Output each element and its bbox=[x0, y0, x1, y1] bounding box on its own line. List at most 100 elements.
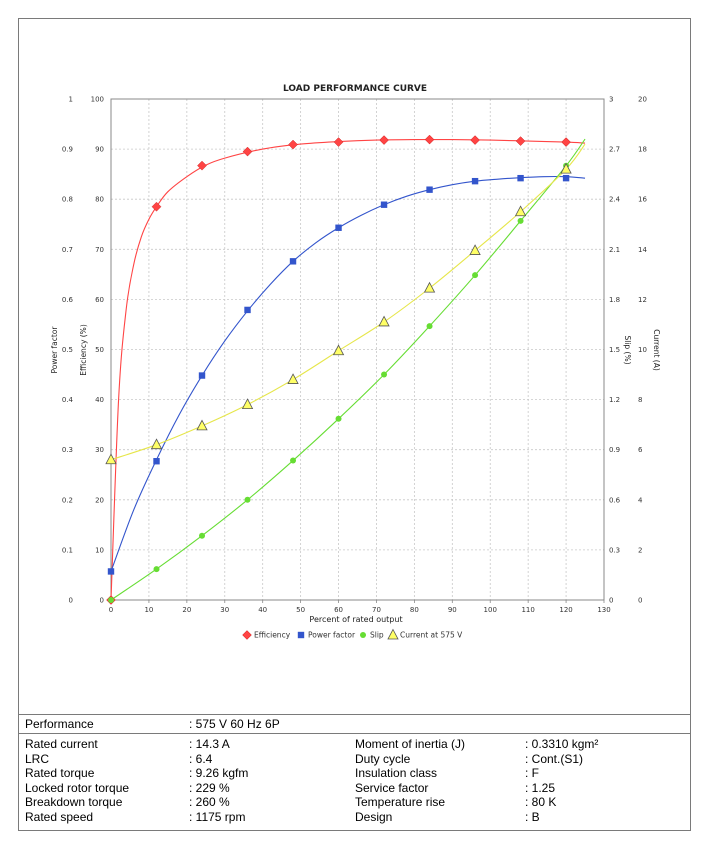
marker-slip bbox=[381, 371, 388, 378]
spec-label: Rated current bbox=[25, 737, 98, 751]
load-performance-chart: LOAD PERFORMANCE CURVE 0 10 20 30 40 50 60 70 80… bbox=[50, 84, 661, 640]
marker-current-at-575-v bbox=[287, 373, 299, 384]
current-tick-label: 4 bbox=[638, 496, 643, 504]
x-tick-label: 80 bbox=[410, 606, 419, 614]
marker-current-at-575-v bbox=[241, 398, 254, 410]
marker-power-factor bbox=[244, 306, 251, 314]
slip-tick-label: 0.9 bbox=[609, 446, 620, 454]
current-tick-label: 0 bbox=[638, 597, 642, 605]
marker-slip bbox=[517, 217, 524, 224]
efficiency-tick-label: 100 bbox=[91, 96, 104, 104]
slip-tick-label: 1.5 bbox=[609, 346, 620, 354]
marker-efficiency bbox=[333, 137, 344, 147]
current-tick-label: 10 bbox=[638, 346, 647, 354]
marker-power-factor bbox=[335, 224, 342, 231]
chart-frame bbox=[18, 18, 691, 831]
x-tick-label: 110 bbox=[521, 606, 534, 614]
spec-value: : 0.3310 kgm² bbox=[525, 737, 599, 751]
x-tick-label: 50 bbox=[296, 606, 305, 614]
current-tick-label: 18 bbox=[638, 146, 647, 154]
marker-power-factor bbox=[153, 458, 160, 465]
marker-power-factor bbox=[289, 258, 297, 265]
marker-slip bbox=[108, 597, 114, 603]
x-tick-label: 0 bbox=[109, 606, 113, 614]
efficiency-tick-label: 90 bbox=[95, 146, 104, 154]
power-factor-tick-label: 0.1 bbox=[62, 546, 73, 554]
x-tick-label: 90 bbox=[448, 606, 457, 614]
current-tick-label: 20 bbox=[638, 96, 647, 104]
legend-label-slip: Slip bbox=[370, 631, 384, 640]
current-tick-label: 12 bbox=[638, 296, 647, 304]
power-factor-tick-label: 0.4 bbox=[62, 396, 74, 404]
marker-slip bbox=[426, 323, 433, 330]
efficiency-tick-label: 30 bbox=[95, 446, 104, 454]
marker-current-at-575-v bbox=[560, 162, 572, 174]
spec-value: : B bbox=[525, 809, 540, 824]
current-tick-label: 6 bbox=[638, 446, 643, 454]
legend-label-efficiency: Efficiency bbox=[254, 631, 291, 640]
current-tick-label: 14 bbox=[638, 246, 647, 254]
x-tick-label: 120 bbox=[559, 606, 572, 614]
marker-efficiency bbox=[424, 134, 435, 145]
spec-value: : 1.25 bbox=[525, 780, 556, 795]
chart-title: LOAD PERFORMANCE CURVE bbox=[283, 84, 427, 94]
power-factor-tick-label: 0.2 bbox=[62, 496, 73, 504]
x-tick-label: 60 bbox=[334, 606, 343, 614]
marker-slip bbox=[335, 415, 342, 422]
marker-slip bbox=[472, 272, 479, 279]
power-factor-tick-label: 0.3 bbox=[62, 446, 73, 454]
power-factor-tick-label: 0.6 bbox=[62, 296, 74, 304]
spec-value: : 9.26 kgfm bbox=[189, 766, 249, 780]
performance-value: : 575 V 60 Hz 6P bbox=[189, 717, 280, 731]
marker-slip bbox=[290, 457, 297, 464]
spec-label: Rated speed bbox=[25, 809, 94, 824]
x-tick-label: 40 bbox=[258, 606, 267, 614]
spec-label: LRC bbox=[25, 751, 50, 766]
slip-tick-label: 2.7 bbox=[609, 146, 620, 154]
slip-tick-label: 2.1 bbox=[609, 246, 620, 254]
power-factor-tick-label: 1 bbox=[69, 96, 73, 104]
legend-marker-efficiency bbox=[242, 630, 252, 640]
spec-label: Breakdown torque bbox=[25, 795, 123, 809]
slip-tick-label: 1.8 bbox=[609, 296, 620, 304]
spec-value: : 14.3 A bbox=[189, 737, 230, 751]
performance-row: Performance : 575 V 60 Hz 6P bbox=[18, 714, 691, 734]
spec-label: Design bbox=[355, 809, 393, 824]
spec-label: Duty cycle bbox=[355, 751, 411, 766]
marker-power-factor bbox=[107, 568, 115, 575]
spec-value: : 1175 rpm bbox=[189, 809, 246, 824]
power-factor-tick-label: 0.5 bbox=[62, 346, 73, 354]
efficiency-tick-label: 60 bbox=[95, 296, 104, 304]
slip-axis-label: Slip (%) bbox=[623, 335, 632, 364]
curve-slip bbox=[110, 138, 586, 601]
marker-current-at-575-v bbox=[378, 315, 390, 327]
x-axis-label: Percent of rated output bbox=[309, 615, 402, 624]
marker-current-at-575-v bbox=[150, 438, 163, 450]
efficiency-tick-label: 20 bbox=[95, 496, 104, 504]
spec-value: : 229 % bbox=[189, 780, 230, 795]
marker-efficiency bbox=[288, 139, 298, 150]
current-tick-label: 16 bbox=[638, 196, 647, 204]
marker-power-factor bbox=[471, 177, 479, 185]
current-tick-label: 8 bbox=[638, 396, 642, 404]
power-factor-tick-label: 0 bbox=[69, 597, 73, 605]
spec-table: Performance : 575 V 60 Hz 6P Rated curre… bbox=[18, 714, 691, 831]
slip-tick-label: 2.4 bbox=[609, 196, 621, 204]
efficiency-tick-label: 10 bbox=[95, 546, 104, 554]
slip-tick-label: 0.3 bbox=[609, 546, 620, 554]
curve-current-at-575-v bbox=[110, 143, 586, 461]
chart-legend: Efficiency Power factor Slip Current at 575… bbox=[242, 628, 463, 640]
chart-grid bbox=[110, 98, 605, 601]
power-factor-tick-label: 0.8 bbox=[62, 196, 73, 204]
power-factor-axis-label: Power factor bbox=[50, 326, 59, 374]
legend-marker-slip bbox=[360, 632, 366, 638]
slip-tick-label: 1.2 bbox=[609, 396, 620, 404]
efficiency-tick-label: 80 bbox=[95, 196, 104, 204]
marker-slip bbox=[153, 566, 160, 573]
marker-efficiency bbox=[151, 201, 162, 212]
x-tick-label: 130 bbox=[597, 606, 610, 614]
marker-current-at-575-v bbox=[332, 344, 345, 356]
spec-label: Moment of inertia (J) bbox=[355, 737, 466, 751]
efficiency-tick-label: 0 bbox=[100, 597, 104, 605]
legend-marker-current-at-575-v bbox=[387, 628, 399, 640]
